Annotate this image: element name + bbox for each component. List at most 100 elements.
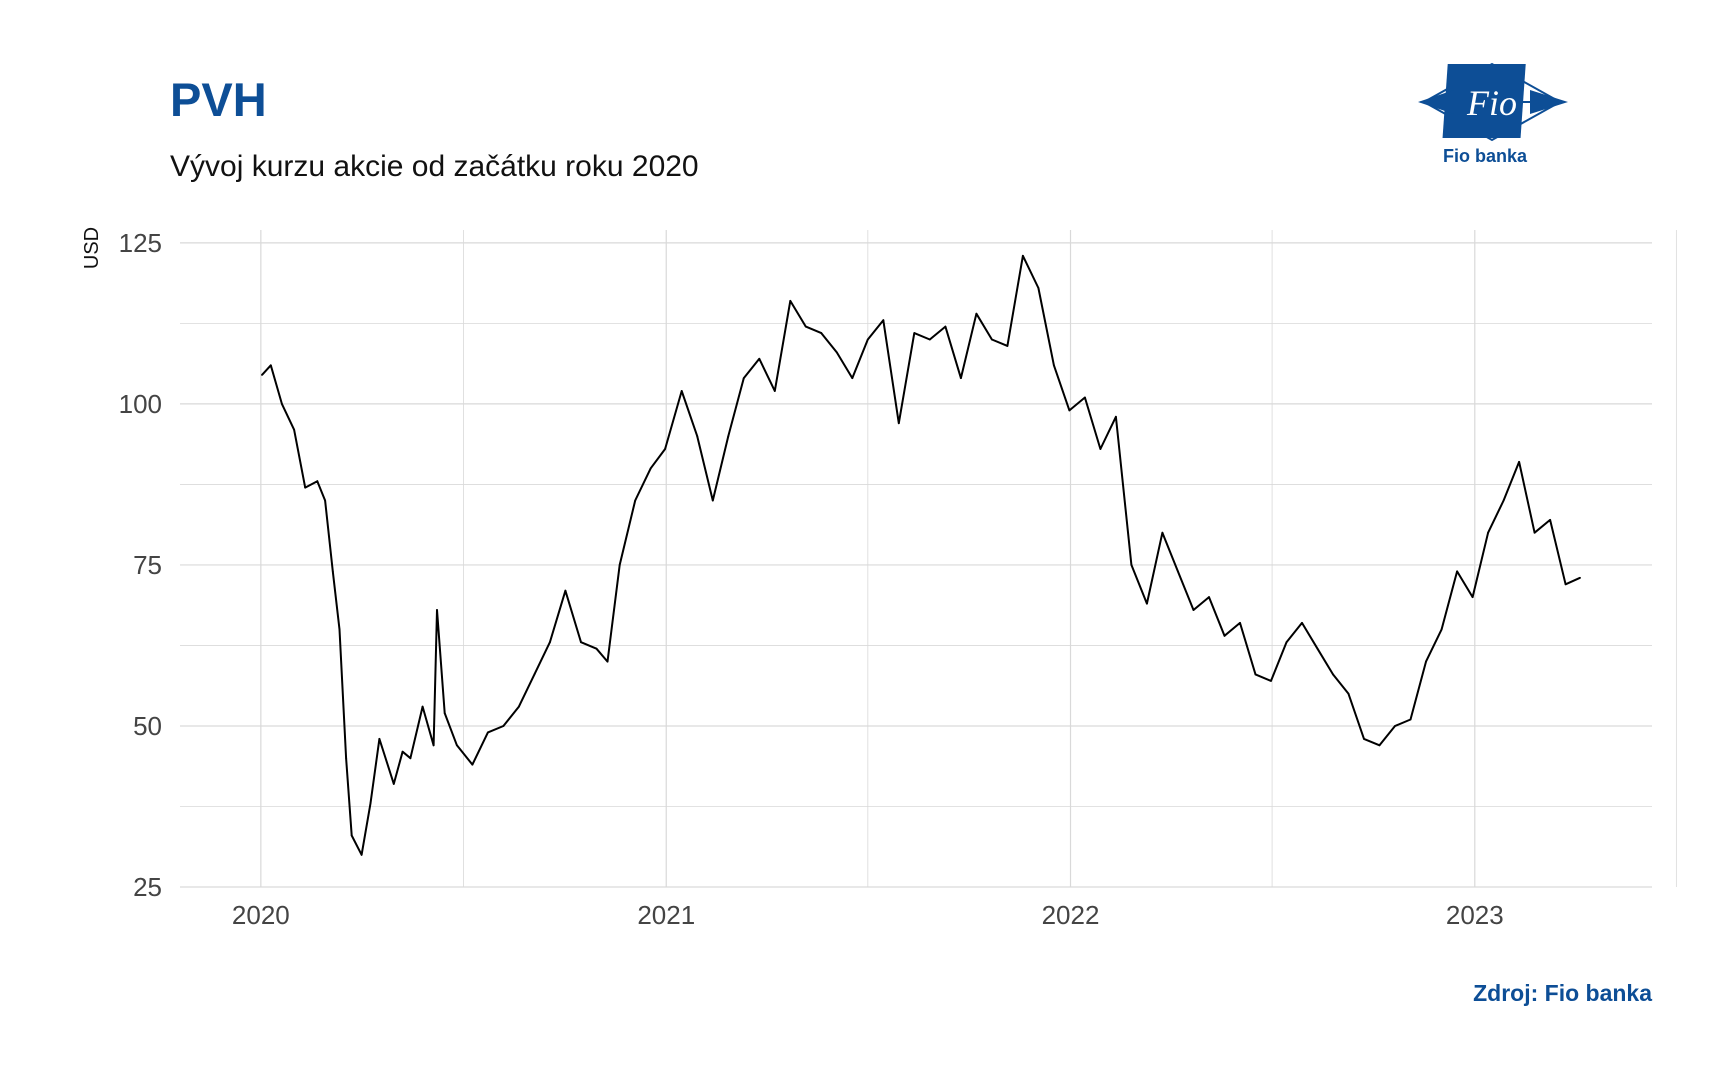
data-point: [1084, 396, 1086, 399]
series-line: [261, 254, 1581, 856]
data-point: [1518, 460, 1520, 463]
data-point: [928, 338, 931, 341]
fio-logo-caption: Fio banka: [1443, 146, 1528, 166]
data-point: [261, 374, 263, 376]
data-point: [1301, 622, 1303, 624]
data-point: [471, 763, 474, 766]
data-point: [1409, 718, 1412, 721]
data-point: [401, 750, 404, 753]
data-point: [502, 725, 505, 727]
fio-logo-mark-text: Fio: [1466, 83, 1517, 123]
data-point: [564, 589, 567, 592]
data-point: [533, 673, 536, 676]
data-point: [664, 448, 667, 450]
data-point: [1270, 679, 1272, 682]
data-point: [350, 834, 353, 837]
data-point: [421, 705, 424, 708]
data-point: [409, 757, 412, 760]
data-point: [360, 853, 363, 856]
price-series: [261, 254, 1581, 856]
data-point: [944, 325, 947, 328]
fio-logo-mark: Fio: [1418, 62, 1568, 142]
data-point: [1394, 725, 1396, 727]
data-point: [1425, 660, 1427, 663]
data-point: [1332, 673, 1334, 676]
data-point: [866, 338, 869, 341]
data-point: [789, 299, 792, 302]
data-point: [1052, 364, 1055, 367]
data-point: [1115, 415, 1117, 418]
data-point: [1502, 499, 1505, 502]
y-tick-label: 75: [133, 550, 162, 580]
data-point: [345, 757, 348, 760]
data-point: [324, 499, 326, 502]
data-point: [549, 641, 551, 644]
x-axis-ticks: 2020 2021 2022 2023: [232, 900, 1504, 930]
y-axis-ticks: 25 50 75 100 125: [119, 228, 162, 902]
data-point: [595, 647, 598, 650]
x-tick-label: 2021: [637, 900, 695, 930]
data-point: [1208, 596, 1210, 599]
data-point: [1223, 634, 1226, 637]
data-point: [1316, 647, 1319, 650]
chart-grid: [180, 230, 1677, 888]
data-point: [618, 564, 621, 566]
data-point: [727, 435, 730, 438]
data-point: [711, 499, 714, 502]
data-point: [436, 609, 438, 611]
data-point: [1239, 622, 1241, 624]
data-point: [1068, 409, 1071, 412]
fio-logo: Fio: [1418, 60, 1568, 170]
data-point: [975, 312, 978, 315]
data-point: [1130, 564, 1133, 566]
data-point: [1549, 518, 1552, 521]
y-tick-label: 100: [119, 389, 162, 419]
data-point: [455, 744, 458, 747]
data-point: [269, 364, 272, 367]
y-tick-label: 50: [133, 711, 162, 741]
data-point: [820, 332, 823, 334]
data-point: [338, 628, 341, 631]
data-point: [1021, 254, 1024, 257]
data-point: [1487, 531, 1489, 534]
y-axis-label: USD: [81, 227, 103, 269]
data-point: [1161, 531, 1164, 534]
data-point: [1006, 345, 1009, 347]
data-point: [758, 357, 761, 360]
data-point: [1564, 583, 1567, 586]
source-note: Zdroj: Fio banka: [1473, 980, 1652, 1006]
data-point: [1378, 744, 1381, 747]
data-point: [392, 783, 395, 785]
data-point: [1363, 737, 1365, 740]
data-point: [742, 377, 745, 380]
data-point: [580, 641, 582, 644]
x-tick-label: 2023: [1446, 900, 1504, 930]
data-point: [280, 403, 283, 405]
y-tick-label: 25: [133, 872, 162, 902]
data-point: [331, 570, 334, 573]
data-point: [649, 467, 652, 470]
data-point: [443, 712, 446, 714]
x-tick-label: 2020: [232, 900, 290, 930]
data-point: [804, 325, 807, 328]
data-point: [1456, 570, 1458, 573]
data-point: [293, 428, 295, 431]
data-point: [696, 435, 699, 438]
data-point: [487, 731, 489, 734]
data-point: [913, 332, 916, 334]
data-point: [1285, 641, 1288, 644]
data-point: [773, 390, 776, 392]
data-point: [1440, 628, 1443, 631]
data-point: [1099, 448, 1102, 450]
data-point: [851, 377, 854, 380]
data-point: [304, 486, 307, 489]
data-point: [990, 338, 993, 341]
data-point: [897, 422, 900, 425]
data-point: [316, 480, 319, 483]
data-point: [1254, 673, 1257, 676]
data-point: [1533, 531, 1536, 534]
data-point: [1037, 287, 1040, 289]
data-point: [1192, 609, 1195, 611]
chart-subtitle: Vývoj kurzu akcie od začátku roku 2020: [170, 150, 699, 183]
